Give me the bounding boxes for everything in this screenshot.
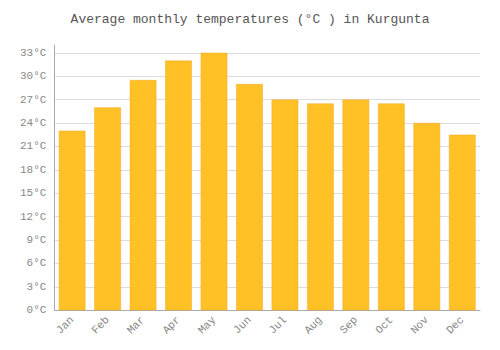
svg-text:24°C: 24°C bbox=[20, 117, 47, 129]
svg-text:3°C: 3°C bbox=[27, 281, 47, 293]
svg-text:15°C: 15°C bbox=[20, 187, 47, 199]
svg-text:Apr: Apr bbox=[160, 314, 182, 336]
svg-text:21°C: 21°C bbox=[20, 140, 47, 152]
svg-text:6°C: 6°C bbox=[27, 257, 47, 269]
svg-text:0°C: 0°C bbox=[27, 304, 47, 316]
svg-text:Mar: Mar bbox=[125, 314, 147, 336]
svg-text:Feb: Feb bbox=[89, 314, 111, 336]
svg-text:Jul: Jul bbox=[267, 314, 289, 336]
svg-text:Oct: Oct bbox=[373, 314, 395, 336]
svg-text:30°C: 30°C bbox=[20, 70, 47, 82]
svg-text:May: May bbox=[196, 314, 219, 337]
svg-text:Sep: Sep bbox=[338, 314, 360, 336]
svg-text:Dec: Dec bbox=[444, 314, 466, 336]
svg-text:Jun: Jun bbox=[231, 314, 253, 336]
svg-text:33°C: 33°C bbox=[20, 47, 47, 59]
svg-text:Average monthly temperatures (: Average monthly temperatures (°C ) in Ku… bbox=[71, 12, 430, 27]
svg-text:9°C: 9°C bbox=[27, 234, 47, 246]
svg-text:Jan: Jan bbox=[54, 314, 76, 336]
svg-text:Nov: Nov bbox=[409, 314, 432, 337]
svg-text:12°C: 12°C bbox=[20, 211, 47, 223]
svg-text:Aug: Aug bbox=[302, 314, 324, 336]
svg-text:18°C: 18°C bbox=[20, 164, 47, 176]
svg-text:27°C: 27°C bbox=[20, 94, 47, 106]
